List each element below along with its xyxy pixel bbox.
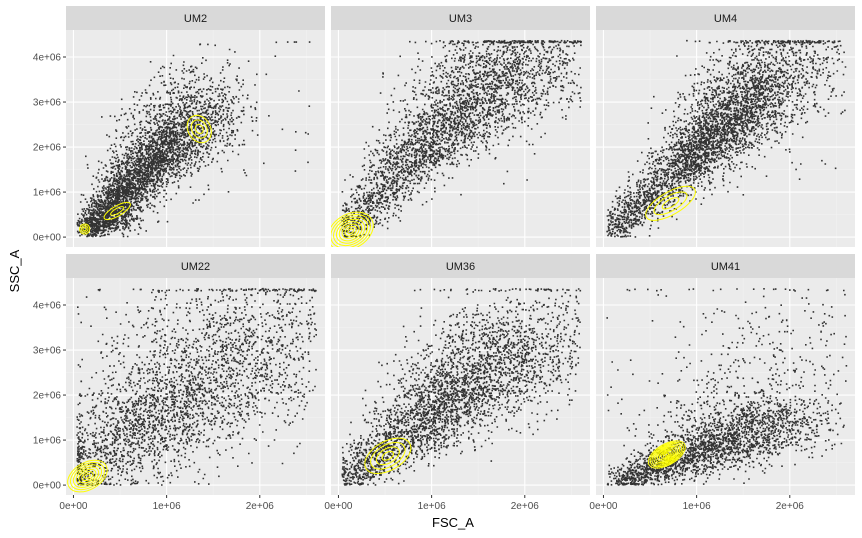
- x-tick-label: 2e+06: [776, 501, 805, 512]
- x-tick-label: 1e+06: [683, 501, 712, 512]
- x-tick-label: 2e+06: [246, 501, 275, 512]
- facet-strip: [331, 254, 590, 278]
- density-contour: [658, 448, 675, 461]
- facet-strip-label: UM3: [449, 13, 472, 25]
- density-contour: [364, 437, 412, 475]
- density-contour: [653, 191, 688, 216]
- facet-panel-um36: UM36 0e+00 1e+06 2e+06: [324, 254, 590, 512]
- facet-panel-um3: UM3: [331, 6, 590, 247]
- facet-panel-um4: UM4: [596, 6, 855, 247]
- density-contour: [194, 123, 204, 135]
- x-axis-title: FSC_A: [432, 515, 474, 530]
- y-tick-label: 2e+06: [33, 391, 62, 402]
- scatter-points: [341, 288, 582, 486]
- scatter-points: [76, 41, 311, 238]
- density-contours: [79, 114, 212, 235]
- facet-strip: [66, 254, 325, 278]
- scatter-points: [606, 39, 847, 238]
- scatter-points: [606, 288, 848, 486]
- density-contour: [647, 440, 686, 469]
- point-cloud: [606, 288, 848, 486]
- density-contour: [381, 450, 395, 461]
- y-tick-label: 2e+06: [33, 143, 62, 154]
- y-tick-label: 4e+06: [33, 301, 62, 312]
- density-contour: [344, 225, 357, 237]
- facet-strip-label: UM2: [184, 13, 207, 25]
- density-contour: [103, 201, 131, 221]
- density-contours: [331, 211, 374, 247]
- panel-background: [66, 278, 325, 495]
- facet-panel-um22: UM22 0e+00 1e+06 2e+06 3e+06 4e+06 0e+00 1e+06 2…: [33, 254, 325, 512]
- y-axis-title: SSC_A: [7, 249, 22, 292]
- density-contour: [370, 442, 406, 470]
- density-contours: [67, 459, 108, 493]
- y-tick-label: 3e+06: [33, 98, 62, 109]
- density-contour: [335, 218, 366, 244]
- density-contour: [331, 213, 371, 247]
- density-contours: [647, 440, 686, 469]
- density-contour: [79, 223, 91, 235]
- x-tick-label: 1e+06: [153, 501, 182, 512]
- density-contour: [110, 206, 125, 216]
- density-contour: [333, 216, 369, 247]
- density-contour: [186, 114, 212, 144]
- density-contour: [80, 225, 89, 233]
- density-contour: [657, 447, 677, 462]
- point-cloud: [76, 287, 317, 486]
- point-cloud: [341, 288, 582, 486]
- density-contour: [655, 445, 679, 464]
- x-tick-label: 1e+06: [418, 501, 447, 512]
- density-contour: [653, 444, 681, 465]
- density-contour: [338, 221, 363, 242]
- y-tick-label: 0e+00: [33, 233, 62, 244]
- facet-panel-um2: UM2 0e+00 1e+06 2e+06 3e+06 4e+06: [33, 6, 325, 247]
- density-contour: [645, 185, 696, 221]
- point-cloud: [76, 41, 311, 238]
- facet-strip-label: UM4: [714, 13, 737, 25]
- facet-strip: [331, 6, 590, 30]
- density-contour: [651, 443, 683, 466]
- y-tick-label: 0e+00: [33, 481, 62, 492]
- x-tick-label: 0e+00: [324, 501, 353, 512]
- density-contours: [645, 185, 696, 221]
- scatter-points: [341, 39, 582, 238]
- density-contour: [664, 452, 670, 457]
- density-contour: [341, 223, 360, 239]
- y-tick-label: 3e+06: [33, 346, 62, 357]
- density-contour: [81, 471, 94, 482]
- density-contour: [660, 449, 673, 460]
- density-contour: [78, 468, 97, 484]
- facet-strip: [596, 6, 855, 30]
- facet-strip: [596, 254, 855, 278]
- facet-strip-label: UM22: [181, 261, 210, 273]
- point-cloud: [341, 39, 582, 238]
- x-tick-label: 2e+06: [511, 501, 540, 512]
- density-contour: [84, 473, 91, 479]
- scatter-points: [76, 287, 317, 486]
- density-contour: [662, 451, 671, 458]
- density-contour: [347, 228, 354, 235]
- facet-strip-label: UM36: [446, 261, 475, 273]
- y-tick-label: 1e+06: [33, 436, 62, 447]
- y-tick-label: 4e+06: [33, 53, 62, 64]
- density-contour: [375, 446, 400, 466]
- density-contour: [75, 466, 100, 486]
- facet-strip-label: UM41: [711, 261, 740, 273]
- density-contour: [649, 441, 684, 468]
- density-contour: [190, 119, 208, 139]
- x-tick-label: 0e+00: [59, 501, 88, 512]
- facet-panel-um41: UM41 0e+00 1e+06 2e+06: [589, 254, 855, 512]
- density-contour: [661, 197, 680, 210]
- y-tick-label: 1e+06: [33, 188, 62, 199]
- density-contour: [69, 461, 105, 491]
- density-contour: [67, 459, 108, 493]
- x-tick-label: 0e+00: [589, 501, 618, 512]
- density-contour: [331, 211, 374, 247]
- facet-strip: [66, 6, 325, 30]
- density-contour: [82, 226, 87, 232]
- density-contour: [72, 464, 103, 488]
- density-contours: [364, 437, 412, 475]
- point-cloud: [606, 39, 847, 238]
